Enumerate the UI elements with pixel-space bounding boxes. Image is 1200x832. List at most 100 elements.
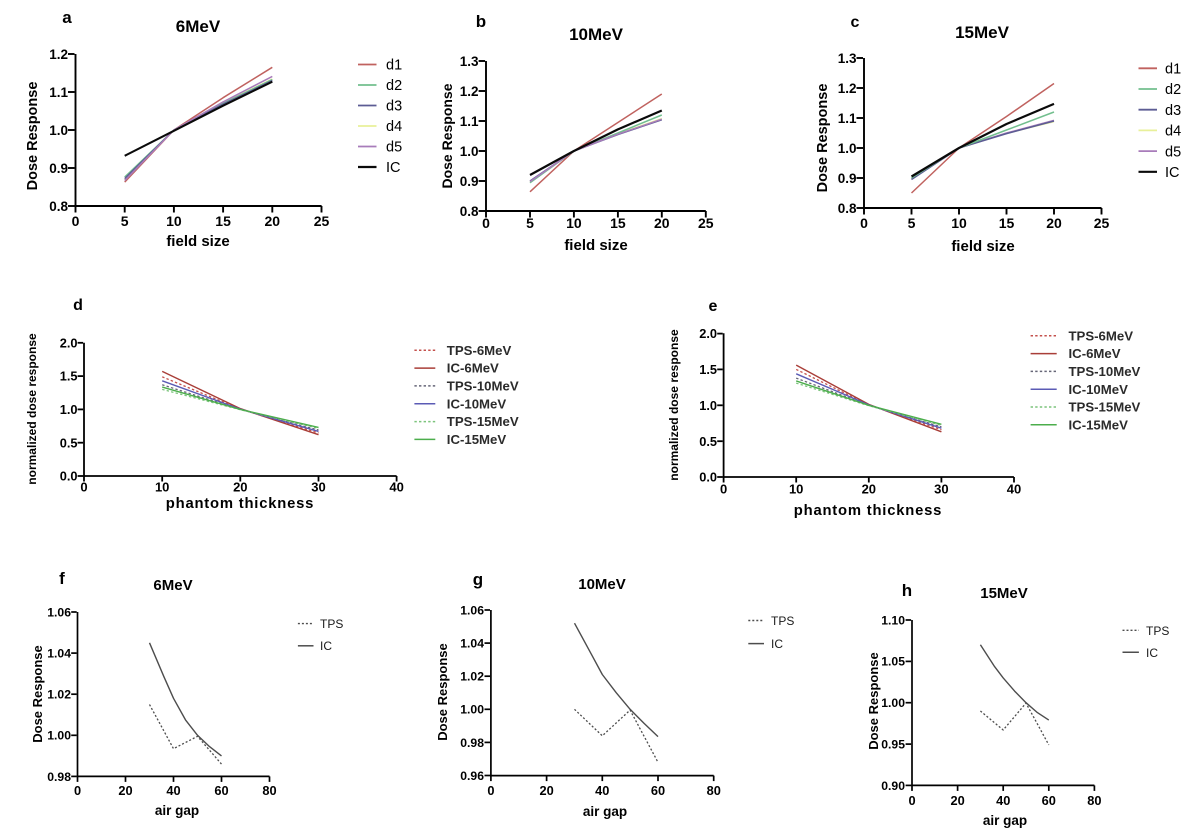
svg-text:0.95: 0.95 [881,737,905,751]
svg-text:40: 40 [1007,482,1021,497]
svg-text:Dose Response: Dose Response [439,83,455,188]
svg-text:2.0: 2.0 [699,326,717,341]
svg-text:10MeV: 10MeV [569,25,624,44]
svg-text:20: 20 [950,793,964,808]
svg-text:20: 20 [233,480,247,495]
svg-text:1.06: 1.06 [47,605,71,619]
svg-text:TPS: TPS [320,617,343,631]
svg-text:phantom thickness: phantom thickness [166,496,314,512]
svg-text:TPS-15MeV: TPS-15MeV [447,414,519,429]
svg-text:0.98: 0.98 [47,770,71,784]
svg-text:0.8: 0.8 [49,199,68,214]
svg-text:air gap: air gap [583,804,627,819]
svg-text:d4: d4 [386,119,402,135]
svg-text:1.1: 1.1 [838,111,857,126]
svg-text:0.5: 0.5 [60,435,78,450]
svg-text:d: d [73,297,83,314]
svg-text:0: 0 [860,215,868,231]
svg-text:0.9: 0.9 [49,161,68,176]
svg-text:d3: d3 [1165,103,1181,119]
svg-text:1.05: 1.05 [881,655,905,669]
svg-text:IC-15MeV: IC-15MeV [447,432,507,447]
svg-text:air gap: air gap [155,803,199,818]
svg-text:1.02: 1.02 [47,688,71,702]
svg-text:1.2: 1.2 [838,81,857,96]
svg-text:25: 25 [698,215,714,231]
svg-text:0.5: 0.5 [699,434,717,449]
svg-text:1.1: 1.1 [49,85,68,100]
svg-text:IC: IC [320,639,332,653]
svg-text:15: 15 [610,215,626,231]
svg-text:1.06: 1.06 [460,603,484,617]
svg-text:0: 0 [720,482,727,497]
svg-text:TPS-6MeV: TPS-6MeV [447,343,512,358]
svg-text:60: 60 [214,783,228,798]
svg-text:10: 10 [166,213,182,229]
svg-text:c: c [851,14,860,31]
svg-text:IC: IC [386,160,401,176]
svg-text:Dose Response: Dose Response [30,645,45,743]
svg-text:0.96: 0.96 [460,769,484,783]
svg-text:d3: d3 [386,99,402,115]
svg-text:25: 25 [1094,215,1110,231]
svg-text:d5: d5 [386,140,402,156]
svg-text:IC: IC [1146,646,1158,660]
svg-text:0.9: 0.9 [460,174,479,189]
svg-text:d5: d5 [1165,144,1181,160]
svg-text:f: f [59,569,65,588]
svg-text:60: 60 [651,783,665,798]
svg-text:IC: IC [1165,165,1180,181]
svg-text:15: 15 [215,213,231,229]
svg-text:6MeV: 6MeV [176,17,221,36]
svg-text:phantom thickness: phantom thickness [794,503,942,519]
svg-text:normalized dose response: normalized dose response [25,333,39,485]
svg-text:1.00: 1.00 [881,696,905,710]
svg-text:0: 0 [72,213,80,229]
svg-text:6MeV: 6MeV [153,577,192,594]
svg-text:0.90: 0.90 [881,779,905,793]
svg-text:0: 0 [74,783,81,798]
svg-text:d1: d1 [1165,62,1181,78]
svg-text:TPS: TPS [1146,624,1169,638]
svg-text:Dose Response: Dose Response [815,84,831,193]
svg-text:IC-10MeV: IC-10MeV [447,396,507,411]
svg-text:5: 5 [908,215,916,231]
svg-text:a: a [62,8,72,27]
svg-text:IC-15MeV: IC-15MeV [1069,417,1129,432]
svg-text:Dose Response: Dose Response [25,82,41,191]
svg-text:0.98: 0.98 [460,736,484,750]
svg-text:20: 20 [539,783,553,798]
svg-text:e: e [709,298,718,315]
svg-text:1.0: 1.0 [838,141,857,156]
svg-text:20: 20 [654,215,670,231]
svg-text:10: 10 [566,215,582,231]
svg-text:20: 20 [862,482,876,497]
svg-text:1.1: 1.1 [460,114,479,129]
svg-text:5: 5 [121,213,129,229]
svg-text:1.0: 1.0 [699,398,717,413]
svg-text:1.5: 1.5 [60,369,78,384]
svg-text:d2: d2 [1165,82,1181,98]
svg-text:0: 0 [908,793,915,808]
svg-text:15: 15 [999,215,1015,231]
svg-text:1.02: 1.02 [460,670,484,684]
svg-text:10: 10 [951,215,967,231]
svg-text:10: 10 [155,480,169,495]
svg-text:1.04: 1.04 [47,647,71,661]
svg-text:0: 0 [487,783,494,798]
svg-text:10MeV: 10MeV [578,576,626,593]
svg-text:10: 10 [789,482,803,497]
svg-text:40: 40 [389,480,403,495]
svg-text:1.3: 1.3 [838,51,857,66]
svg-text:field size: field size [951,238,1014,255]
svg-text:2.0: 2.0 [60,335,78,350]
svg-text:d1: d1 [386,58,402,74]
svg-text:20: 20 [265,213,281,229]
svg-text:field size: field size [166,233,229,250]
svg-text:5: 5 [526,215,534,231]
svg-text:80: 80 [707,783,721,798]
svg-text:TPS: TPS [771,614,794,628]
svg-text:d2: d2 [386,78,402,94]
svg-text:1.0: 1.0 [49,123,68,138]
svg-text:TPS-10MeV: TPS-10MeV [1069,364,1141,379]
